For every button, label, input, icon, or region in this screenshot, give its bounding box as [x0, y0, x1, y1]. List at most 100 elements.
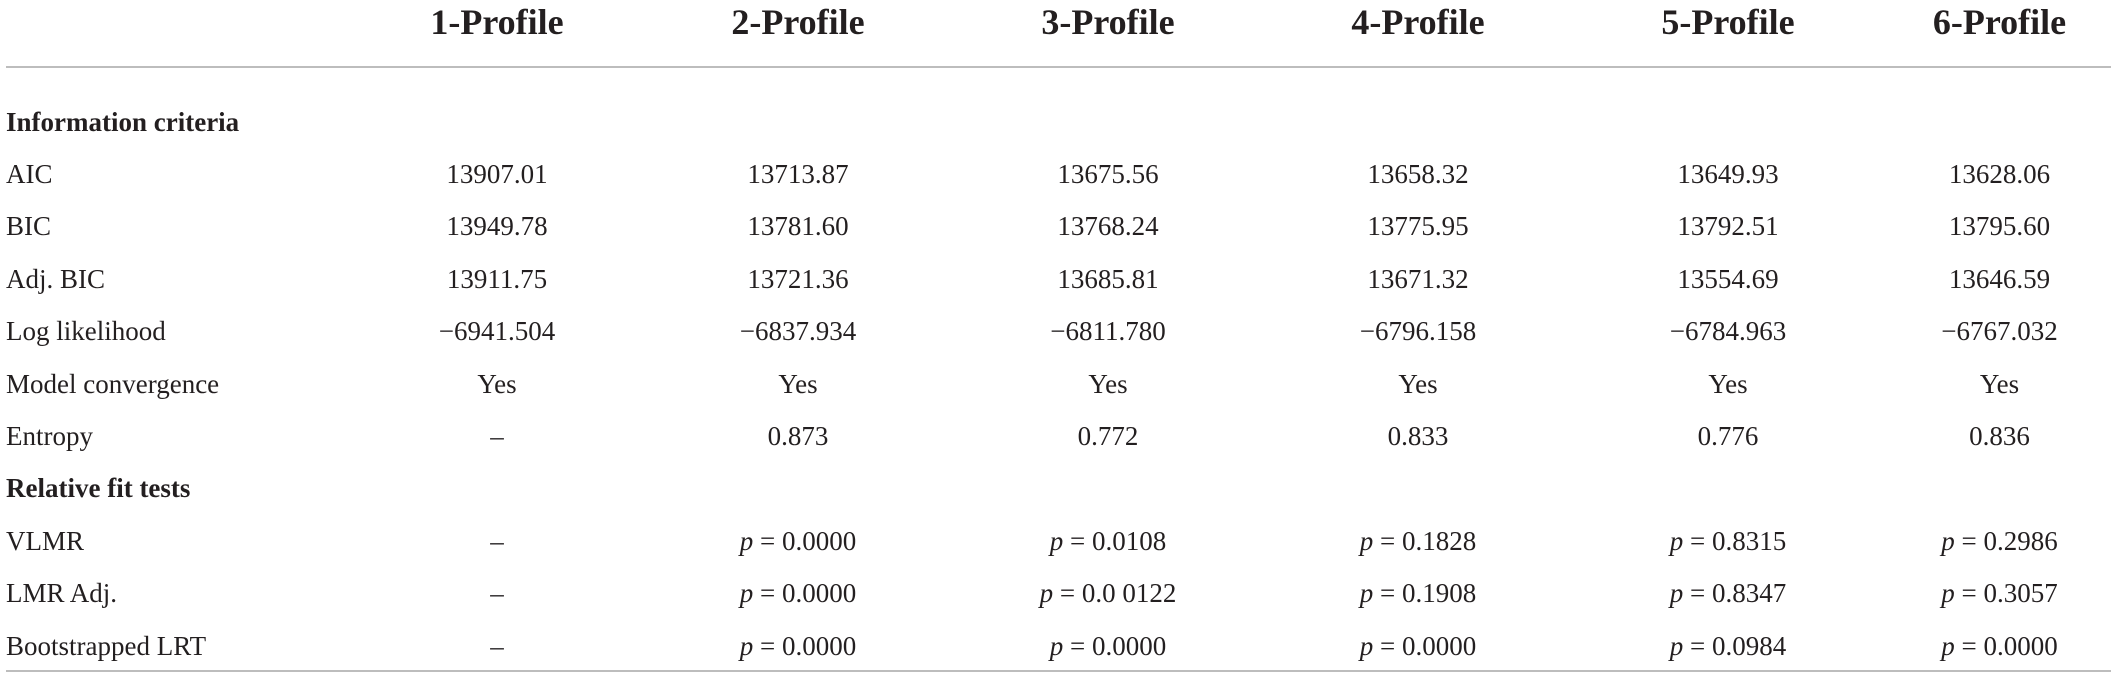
p-value-cell: p = 0.0000	[1262, 620, 1574, 672]
row-label: Log likelihood	[6, 316, 166, 347]
p-symbol: p	[1049, 630, 1064, 661]
table-cell: −6796.158	[1359, 316, 1477, 347]
header-rule	[6, 66, 2111, 68]
table-cell: 13911.75	[446, 263, 548, 294]
p-value: = 0.3057	[1961, 578, 2058, 609]
p-value: = 0.0108	[1070, 525, 1167, 556]
row-label: Adj. BIC	[6, 263, 106, 294]
table-cell: Yes	[778, 368, 818, 399]
p-symbol: p	[1359, 578, 1374, 609]
table-cell: 13768.24	[1057, 211, 1159, 242]
p-symbol: p	[739, 630, 754, 661]
p-value-cell: p = 0.0000	[1882, 620, 2117, 672]
p-symbol: p	[739, 578, 754, 609]
p-value-cell: p = 0.0108	[954, 515, 1262, 567]
table-row: Adj. BIC 13911.75 13721.36 13685.81 1367…	[0, 253, 2117, 305]
column-header-6-profile: 6-Profile	[1932, 2, 2067, 42]
p-symbol: p	[1669, 578, 1684, 609]
p-value-cell: p = 0.0000	[954, 620, 1262, 672]
table-cell: −6811.780	[1050, 316, 1166, 347]
table-cell: 0.776	[1697, 421, 1759, 452]
p-value-cell: p = 0.0000	[642, 515, 954, 567]
row-label: Model convergence	[6, 368, 220, 399]
p-value-cell: p = 0.8347	[1574, 568, 1882, 620]
table-cell: Yes	[1088, 368, 1128, 399]
p-symbol: p	[1941, 630, 1955, 661]
row-label: LMR Adj.	[6, 578, 118, 609]
p-value-cell: p = 0.2986	[1882, 515, 2117, 567]
table-cell: –	[490, 421, 504, 452]
table-row: VLMR – p = 0.0000 p = 0.0108 p = 0.1828 …	[0, 515, 2117, 567]
section-row-information-criteria: Information criteria	[0, 96, 2117, 148]
table-cell: 13658.32	[1367, 159, 1469, 190]
table-cell: 13628.06	[1948, 159, 2051, 190]
table-cell: −6941.504	[438, 316, 556, 347]
p-symbol: p	[1039, 578, 1054, 609]
p-symbol: p	[1941, 525, 1955, 556]
p-value: = 0.0000	[760, 630, 857, 661]
p-value-cell: p = 0.0984	[1574, 620, 1882, 672]
table-cell: –	[490, 525, 504, 556]
p-symbol: p	[1669, 525, 1684, 556]
table-cell: 13795.60	[1948, 211, 2051, 242]
p-value: = 0.8347	[1690, 578, 1787, 609]
p-value: = 0.1828	[1380, 525, 1477, 556]
row-label: Entropy	[6, 421, 93, 452]
row-label: AIC	[6, 159, 53, 190]
p-value-cell: p = 0.1828	[1262, 515, 1574, 567]
table-row: AIC 13907.01 13713.87 13675.56 13658.32 …	[0, 148, 2117, 200]
p-value: = 0.0000	[1380, 630, 1477, 661]
table-row: Log likelihood −6941.504 −6837.934 −6811…	[0, 306, 2117, 358]
table-cell: Yes	[1398, 368, 1438, 399]
table-row: BIC 13949.78 13781.60 13768.24 13775.95 …	[0, 201, 2117, 253]
table-row: Entropy – 0.873 0.772 0.833 0.776 0.836	[0, 410, 2117, 462]
column-header-5-profile: 5-Profile	[1661, 2, 1795, 42]
table-cell: 13646.59	[1948, 263, 2051, 294]
table-cell: 13675.56	[1057, 159, 1159, 190]
p-value: = 0.0984	[1690, 630, 1787, 661]
table-cell: −6767.032	[1941, 316, 2058, 347]
table-cell: Yes	[1979, 368, 2020, 399]
p-symbol: p	[739, 525, 754, 556]
table-row: LMR Adj. – p = 0.0000 p = 0.0 0122 p = 0…	[0, 568, 2117, 620]
table-cell: 13721.36	[747, 263, 849, 294]
p-value: = 0.2986	[1961, 525, 2058, 556]
p-value: = 0.0000	[760, 525, 857, 556]
p-value: = 0.0000	[760, 578, 857, 609]
table-cell: 13949.78	[446, 211, 548, 242]
p-value-cell: p = 0.3057	[1882, 568, 2117, 620]
footer-rule	[6, 670, 2111, 672]
column-header-3-profile: 3-Profile	[1041, 2, 1175, 42]
table-cell: 13781.60	[747, 211, 849, 242]
table-cell: 13671.32	[1367, 263, 1469, 294]
table-cell: 13775.95	[1367, 211, 1469, 242]
p-value: = 0.1908	[1380, 578, 1477, 609]
column-header-4-profile: 4-Profile	[1351, 2, 1485, 42]
table-row: Bootstrapped LRT – p = 0.0000 p = 0.0000…	[0, 620, 2117, 672]
table-cell: −6784.963	[1669, 316, 1787, 347]
table-cell: 13649.93	[1677, 159, 1779, 190]
table-cell: 13554.69	[1677, 263, 1779, 294]
p-value-cell: p = 0.0000	[642, 568, 954, 620]
column-header-2-profile: 2-Profile	[731, 2, 865, 42]
table-cell: 13792.51	[1677, 211, 1779, 242]
section-title: Relative fit tests	[6, 473, 191, 504]
p-value-cell: p = 0.0000	[642, 620, 954, 672]
stub-header	[0, 0, 352, 44]
row-label: VLMR	[6, 525, 85, 556]
section-row-relative-fit-tests: Relative fit tests	[0, 463, 2117, 515]
p-value-cell: p = 0.0 0122	[954, 568, 1262, 620]
header-gap	[0, 44, 2117, 96]
table-cell: 0.836	[1969, 421, 2030, 452]
p-symbol: p	[1941, 578, 1955, 609]
p-value: = 0.0000	[1070, 630, 1167, 661]
table-cell: −6837.934	[739, 316, 857, 347]
p-symbol: p	[1359, 630, 1374, 661]
p-value: = 0.8315	[1690, 525, 1787, 556]
table-cell: 13907.01	[446, 159, 548, 190]
table-cell: 0.833	[1387, 421, 1449, 452]
column-header-1-profile: 1-Profile	[430, 2, 564, 42]
p-symbol: p	[1669, 630, 1684, 661]
section-title: Information criteria	[6, 106, 240, 137]
